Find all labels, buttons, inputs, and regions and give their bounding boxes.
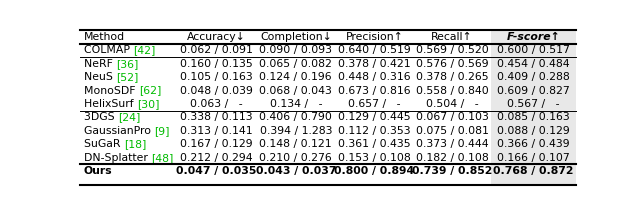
Text: [18]: [18]: [124, 139, 147, 149]
Text: 0.739 / 0.852: 0.739 / 0.852: [412, 166, 492, 176]
Text: 0.063 /   -: 0.063 / -: [190, 99, 243, 109]
Text: Accuracy↓: Accuracy↓: [187, 32, 246, 42]
Text: 0.160 / 0.135: 0.160 / 0.135: [180, 59, 253, 69]
Text: 0.065 / 0.082: 0.065 / 0.082: [259, 59, 332, 69]
Text: 0.148 / 0.121: 0.148 / 0.121: [259, 139, 332, 149]
Text: [48]: [48]: [151, 153, 173, 163]
Text: 0.067 / 0.103: 0.067 / 0.103: [415, 112, 488, 122]
Text: Precision↑: Precision↑: [346, 32, 403, 42]
Text: 0.062 / 0.091: 0.062 / 0.091: [180, 45, 253, 55]
Text: 0.454 / 0.484: 0.454 / 0.484: [497, 59, 570, 69]
Text: 0.558 / 0.840: 0.558 / 0.840: [415, 86, 488, 96]
Text: 0.406 / 0.790: 0.406 / 0.790: [259, 112, 332, 122]
Text: 3DGS: 3DGS: [84, 112, 118, 122]
Text: 0.212 / 0.294: 0.212 / 0.294: [180, 153, 253, 163]
Text: 0.673 / 0.816: 0.673 / 0.816: [338, 86, 411, 96]
Text: 0.112 / 0.353: 0.112 / 0.353: [338, 126, 411, 136]
Text: Completion↓: Completion↓: [260, 32, 332, 42]
Bar: [491, 30, 576, 185]
Text: 0.182 / 0.108: 0.182 / 0.108: [415, 153, 488, 163]
Text: F-score↑: F-score↑: [506, 32, 560, 42]
Text: [30]: [30]: [137, 99, 159, 109]
Text: 0.043 / 0.037: 0.043 / 0.037: [255, 166, 336, 176]
Text: 0.569 / 0.520: 0.569 / 0.520: [415, 45, 488, 55]
Text: 0.090 / 0.093: 0.090 / 0.093: [259, 45, 332, 55]
Text: NeRF: NeRF: [84, 59, 116, 69]
Text: 0.068 / 0.043: 0.068 / 0.043: [259, 86, 332, 96]
Text: Method: Method: [84, 32, 125, 42]
Text: [52]: [52]: [116, 72, 139, 82]
Text: 0.373 / 0.444: 0.373 / 0.444: [416, 139, 488, 149]
Text: 0.210 / 0.276: 0.210 / 0.276: [259, 153, 332, 163]
Text: HelixSurf: HelixSurf: [84, 99, 137, 109]
Text: 0.640 / 0.519: 0.640 / 0.519: [338, 45, 411, 55]
Text: [9]: [9]: [154, 126, 170, 136]
Text: [36]: [36]: [116, 59, 139, 69]
Text: Recall↑: Recall↑: [431, 32, 473, 42]
Text: [62]: [62]: [139, 86, 161, 96]
Text: COLMAP: COLMAP: [84, 45, 134, 55]
Text: 0.361 / 0.435: 0.361 / 0.435: [338, 139, 411, 149]
Text: Ours: Ours: [84, 166, 113, 176]
Text: 0.166 / 0.107: 0.166 / 0.107: [497, 153, 570, 163]
Text: 0.600 / 0.517: 0.600 / 0.517: [497, 45, 570, 55]
Text: 0.576 / 0.569: 0.576 / 0.569: [416, 59, 488, 69]
Text: 0.504 /   -: 0.504 / -: [426, 99, 478, 109]
Text: 0.378 / 0.265: 0.378 / 0.265: [416, 72, 488, 82]
Text: 0.129 / 0.445: 0.129 / 0.445: [338, 112, 411, 122]
Text: [24]: [24]: [118, 112, 140, 122]
Text: 0.153 / 0.108: 0.153 / 0.108: [338, 153, 411, 163]
Text: DN-Splatter: DN-Splatter: [84, 153, 151, 163]
Text: SuGaR: SuGaR: [84, 139, 124, 149]
Text: 0.167 / 0.129: 0.167 / 0.129: [180, 139, 253, 149]
Text: 0.047 / 0.035: 0.047 / 0.035: [176, 166, 257, 176]
Text: 0.075 / 0.081: 0.075 / 0.081: [415, 126, 488, 136]
Text: 0.085 / 0.163: 0.085 / 0.163: [497, 112, 570, 122]
Text: 0.048 / 0.039: 0.048 / 0.039: [180, 86, 253, 96]
Text: 0.567 /   -: 0.567 / -: [507, 99, 559, 109]
Text: [42]: [42]: [134, 45, 156, 55]
Text: GaussianPro: GaussianPro: [84, 126, 154, 136]
Text: NeuS: NeuS: [84, 72, 116, 82]
Text: 0.124 / 0.196: 0.124 / 0.196: [259, 72, 332, 82]
Text: 0.366 / 0.439: 0.366 / 0.439: [497, 139, 570, 149]
Text: MonoSDF: MonoSDF: [84, 86, 139, 96]
Text: 0.609 / 0.827: 0.609 / 0.827: [497, 86, 570, 96]
Text: 0.409 / 0.288: 0.409 / 0.288: [497, 72, 570, 82]
Text: 0.313 / 0.141: 0.313 / 0.141: [180, 126, 253, 136]
Text: 0.768 / 0.872: 0.768 / 0.872: [493, 166, 573, 176]
Text: 0.394 / 1.283: 0.394 / 1.283: [259, 126, 332, 136]
Text: 0.657 /   -: 0.657 / -: [348, 99, 401, 109]
Text: 0.105 / 0.163: 0.105 / 0.163: [180, 72, 253, 82]
Text: 0.448 / 0.316: 0.448 / 0.316: [338, 72, 411, 82]
Text: 0.088 / 0.129: 0.088 / 0.129: [497, 126, 570, 136]
Text: 0.134 /   -: 0.134 / -: [269, 99, 322, 109]
Text: 0.378 / 0.421: 0.378 / 0.421: [338, 59, 411, 69]
Text: 0.800 / 0.894: 0.800 / 0.894: [334, 166, 415, 176]
Text: 0.338 / 0.113: 0.338 / 0.113: [180, 112, 253, 122]
